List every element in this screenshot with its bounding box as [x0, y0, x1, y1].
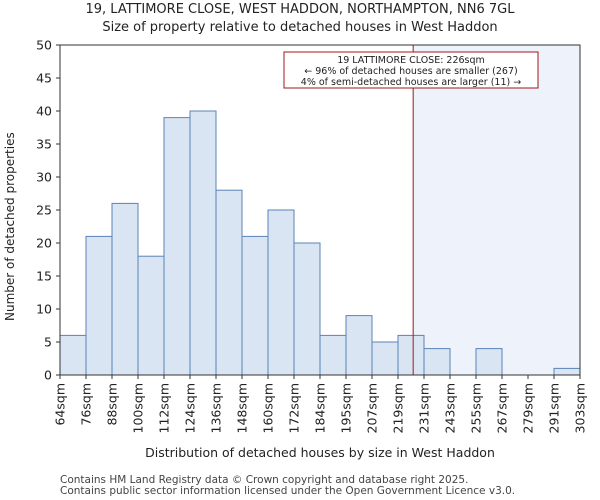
- y-tick-label: 5: [44, 335, 52, 350]
- x-axis-label: Distribution of detached houses by size …: [145, 445, 495, 460]
- y-axis-ticks: 0 5 10 15 20 25 30 35 40 45 50: [36, 38, 60, 383]
- y-tick-label: 15: [36, 269, 52, 284]
- histogram-bar: [163, 117, 191, 376]
- histogram-bar: [137, 255, 165, 376]
- x-tick-label: 64sqm: [53, 383, 68, 426]
- histogram-bar: [553, 367, 581, 376]
- x-tick-label: 207sqm: [365, 383, 380, 433]
- histogram-bar: [215, 189, 243, 376]
- histogram-bar: [293, 242, 321, 376]
- x-tick-label: 76sqm: [79, 383, 94, 426]
- chart-subtitle: Size of property relative to detached ho…: [102, 20, 498, 35]
- x-tick-label: 279sqm: [521, 383, 536, 433]
- y-tick-label: 20: [36, 236, 52, 251]
- histogram-bar: [371, 341, 399, 376]
- y-tick-label: 50: [36, 38, 52, 53]
- x-tick-label: 255sqm: [469, 383, 484, 433]
- highlight-region: [413, 45, 580, 375]
- x-tick-label: 148sqm: [235, 383, 250, 433]
- annotation-box: 19 LATTIMORE CLOSE: 226sqm ← 96% of deta…: [283, 51, 539, 89]
- x-tick-label: 231sqm: [417, 383, 432, 433]
- annotation-line-3: 4% of semi-detached houses are larger (1…: [301, 77, 521, 88]
- x-tick-label: 136sqm: [209, 383, 224, 433]
- x-tick-label: 172sqm: [287, 383, 302, 433]
- x-tick-label: 124sqm: [183, 383, 198, 433]
- x-tick-label: 88sqm: [105, 383, 120, 426]
- histogram-bar: [319, 334, 347, 376]
- x-tick-label: 267sqm: [495, 383, 510, 433]
- x-tick-label: 303sqm: [573, 383, 588, 433]
- histogram-bar: [111, 202, 139, 376]
- bars-group: [59, 110, 581, 376]
- x-tick-label: 100sqm: [131, 383, 146, 433]
- chart-title: 19, LATTIMORE CLOSE, WEST HADDON, NORTHA…: [85, 2, 515, 17]
- x-axis-ticks: 64sqm 76sqm 88sqm 100sqm 112sqm 124sqm 136sqm 1…: [53, 375, 588, 433]
- footer-copyright: Contains HM Land Registry data © Crown c…: [60, 474, 469, 486]
- y-tick-label: 40: [36, 104, 52, 119]
- annotation-line-2: ← 96% of detached houses are smaller (26…: [304, 66, 517, 77]
- histogram-chart: 0 5 10 15 20 25 30 35 40 45 50 64sqm 76sqm 88sqm 100s…: [36, 38, 588, 434]
- y-tick-label: 45: [36, 71, 52, 86]
- y-tick-label: 35: [36, 137, 52, 152]
- histogram-bar: [189, 110, 217, 376]
- histogram-bar: [397, 334, 425, 376]
- annotation-line-1: 19 LATTIMORE CLOSE: 226sqm: [337, 55, 485, 66]
- histogram-bar: [241, 235, 269, 376]
- y-tick-label: 0: [44, 368, 52, 383]
- x-tick-label: 291sqm: [547, 383, 562, 433]
- histogram-bar: [475, 348, 503, 376]
- y-tick-label: 30: [36, 170, 52, 185]
- x-tick-label: 195sqm: [339, 383, 354, 433]
- y-tick-label: 10: [36, 302, 52, 317]
- x-tick-label: 112sqm: [157, 383, 172, 433]
- x-tick-label: 243sqm: [443, 383, 458, 433]
- annotation-border: [283, 51, 539, 89]
- footer-licence: Contains public sector information licen…: [60, 485, 516, 497]
- y-tick-label: 25: [36, 203, 52, 218]
- histogram-bar: [423, 348, 451, 376]
- x-tick-label: 160sqm: [261, 383, 276, 433]
- histogram-bar: [345, 315, 373, 376]
- histogram-bar: [59, 334, 87, 376]
- histogram-bar: [267, 209, 295, 376]
- x-tick-label: 219sqm: [391, 383, 406, 433]
- histogram-bar: [85, 235, 113, 376]
- x-tick-label: 184sqm: [313, 383, 328, 433]
